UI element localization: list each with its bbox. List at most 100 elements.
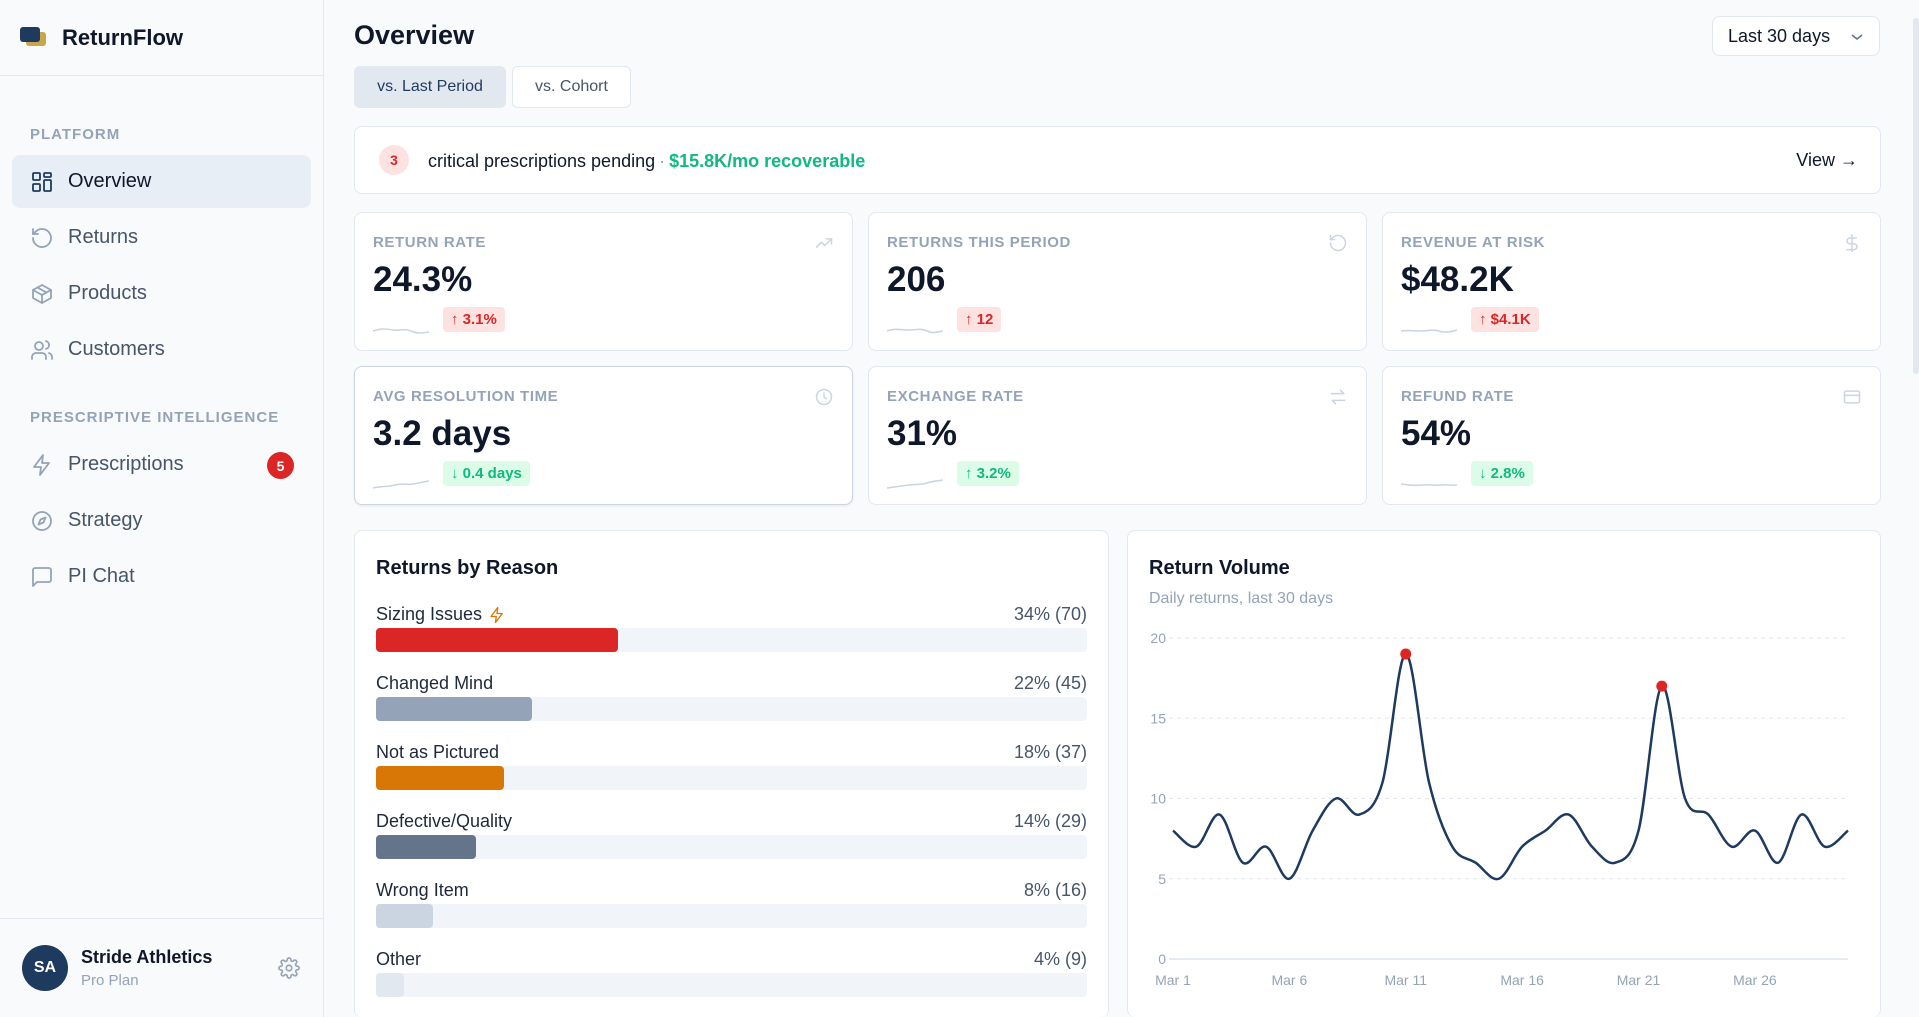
alert-message: critical prescriptions pending	[428, 151, 656, 171]
reason-row[interactable]: Wrong Item 8% (16)	[376, 880, 1087, 949]
reason-row[interactable]: Defective/Quality 14% (29)	[376, 811, 1087, 880]
kpi-delta-badge: ↑ $4.1K	[1471, 307, 1539, 332]
card-icon	[1843, 390, 1861, 404]
sparkline	[373, 480, 429, 489]
reason-label-text: Changed Mind	[376, 673, 494, 693]
chevron-down-icon	[1851, 34, 1863, 41]
kpi-label: REVENUE AT RISK	[1401, 234, 1546, 251]
peak-point	[1656, 680, 1668, 692]
arrows-icon	[1330, 389, 1346, 405]
kpi-card-exchange-rate[interactable]: EXCHANGE RATE 31% ↑ 3.2%	[868, 366, 1367, 505]
kpi-card-refund-rate[interactable]: REFUND RATE 54% ↓ 2.8%	[1382, 366, 1881, 505]
brand[interactable]: ReturnFlow	[0, 0, 323, 76]
reason-bar-fill	[376, 697, 533, 721]
kpi-value: 54%	[1401, 414, 1472, 453]
page-title: Overview	[354, 20, 475, 50]
box-icon	[32, 283, 52, 304]
kpi-card-avg-resolution-time[interactable]: AVG RESOLUTION TIME 3.2 days ↓ 0.4 days	[354, 366, 853, 505]
sidebar-item-label: Overview	[68, 170, 152, 192]
reason-value: 34% (70)	[1013, 604, 1087, 624]
reason-bar-track	[376, 766, 1087, 790]
reason-row[interactable]: Changed Mind 22% (45)	[376, 673, 1087, 742]
series-line	[1172, 652, 1849, 881]
panel-title: Returns by Reason	[376, 557, 559, 579]
kpi-value: 24.3%	[373, 260, 473, 299]
kpi-label: RETURNS THIS PERIOD	[887, 234, 1071, 251]
dollar-icon	[1846, 233, 1858, 253]
tab-vs-last-period[interactable]: vs. Last Period	[354, 66, 506, 108]
sparkline	[1401, 483, 1457, 487]
returns-by-reason-panel: Returns by Reason Sizing Issues 34% (70) C…	[354, 530, 1109, 1017]
kpi-delta-badge: ↑ 3.1%	[443, 307, 505, 332]
kpi-label: REFUND RATE	[1401, 388, 1514, 405]
gear-icon[interactable]	[278, 957, 300, 979]
kpi-value: 31%	[887, 414, 958, 453]
kpi-card-revenue-at-risk[interactable]: REVENUE AT RISK $48.2K ↑ $4.1K	[1382, 212, 1881, 351]
trending-up-icon	[815, 238, 833, 248]
reason-row[interactable]: Not as Pictured 18% (37)	[376, 742, 1087, 811]
reason-bar-track	[376, 835, 1087, 859]
kpi-card-returns-this-period[interactable]: RETURNS THIS PERIOD 206 ↑ 12	[868, 212, 1367, 351]
kpi-label: EXCHANGE RATE	[887, 388, 1024, 405]
sidebar-item-pi-chat[interactable]: PI Chat	[12, 550, 311, 603]
avatar: SA	[22, 945, 68, 991]
x-tick-label: Mar 16	[1500, 972, 1544, 988]
y-tick-label: 20	[1150, 630, 1166, 646]
sparkline	[1401, 329, 1457, 333]
return-volume-panel: Return Volume Daily returns, last 30 day…	[1127, 530, 1881, 1017]
period-select[interactable]: Last 30 days	[1712, 16, 1880, 56]
sidebar-item-overview[interactable]: Overview	[12, 155, 311, 208]
kpi-label: RETURN RATE	[373, 234, 486, 251]
sidebar-item-strategy[interactable]: Strategy	[12, 494, 311, 547]
kpi-delta-badge: ↓ 2.8%	[1471, 461, 1533, 486]
user-profile[interactable]: SA Stride Athletics Pro Plan	[0, 918, 324, 1017]
reason-value: 22% (45)	[1013, 673, 1087, 693]
user-name: Stride Athletics	[81, 947, 213, 967]
y-tick-label: 0	[1158, 951, 1166, 967]
alert-view-link[interactable]: View →	[1796, 150, 1858, 170]
user-plan: Pro Plan	[81, 972, 139, 989]
alert-recoverable: $15.8K/mo recoverable	[669, 151, 866, 171]
reason-row[interactable]: Other 4% (9)	[376, 949, 1087, 1017]
kpi-value: $48.2K	[1401, 260, 1514, 299]
reason-bar-fill	[376, 835, 476, 859]
kpi-card-return-rate[interactable]: RETURN RATE 24.3% ↑ 3.1%	[354, 212, 853, 351]
sidebar-item-prescriptions[interactable]: Prescriptions 5	[12, 438, 311, 491]
reason-label: Not as Pictured	[376, 742, 499, 763]
sidebar-item-customers[interactable]: Customers	[12, 323, 311, 376]
reason-bar-track	[376, 628, 1087, 652]
reason-label: Other	[376, 949, 421, 970]
return-volume-chart: 0 5 10 15 20 Mar 1 Mar 6 Mar 11 Mar 16 Mar 21 Mar …	[1150, 630, 1849, 988]
period-select-value: Last 30 days	[1728, 25, 1831, 46]
sparkline	[373, 328, 429, 334]
message-icon	[32, 566, 52, 587]
rotate-icon	[32, 227, 52, 248]
prescriptions-count-badge: 5	[267, 452, 294, 479]
sidebar-item-label: Returns	[68, 226, 139, 248]
reason-label: Wrong Item	[376, 880, 469, 901]
reason-label-text: Sizing Issues	[376, 604, 483, 624]
reason-bar-fill	[376, 904, 433, 928]
alert-banner: 3 critical prescriptions pending · $15.8K/…	[354, 126, 1881, 194]
reason-bar-fill	[376, 973, 405, 997]
x-tick-label: Mar 26	[1733, 972, 1777, 988]
nav-section-platform: PLATFORM	[30, 126, 121, 143]
sidebar-item-returns[interactable]: Returns	[12, 211, 311, 264]
brand-logo-icon	[20, 26, 48, 50]
clock-icon	[815, 388, 833, 406]
kpi-value: 206	[887, 260, 946, 299]
tab-vs-cohort[interactable]: vs. Cohort	[512, 66, 631, 108]
sidebar-item-products[interactable]: Products	[12, 267, 311, 320]
reason-label: Defective/Quality	[376, 811, 512, 832]
reason-bar-track	[376, 697, 1087, 721]
x-tick-label: Mar 11	[1384, 972, 1427, 988]
reason-value: 4% (9)	[1033, 949, 1087, 969]
sidebar-item-label: PI Chat	[68, 565, 135, 587]
rotate-icon	[1329, 234, 1347, 252]
reason-bar-track	[376, 973, 1087, 997]
reason-row[interactable]: Sizing Issues 34% (70)	[376, 604, 1087, 673]
reason-label: Sizing Issues	[376, 604, 506, 625]
x-tick-label: Mar 6	[1271, 972, 1307, 988]
scrollbar[interactable]	[1913, 18, 1919, 374]
kpi-delta-badge: ↑ 3.2%	[957, 461, 1019, 486]
